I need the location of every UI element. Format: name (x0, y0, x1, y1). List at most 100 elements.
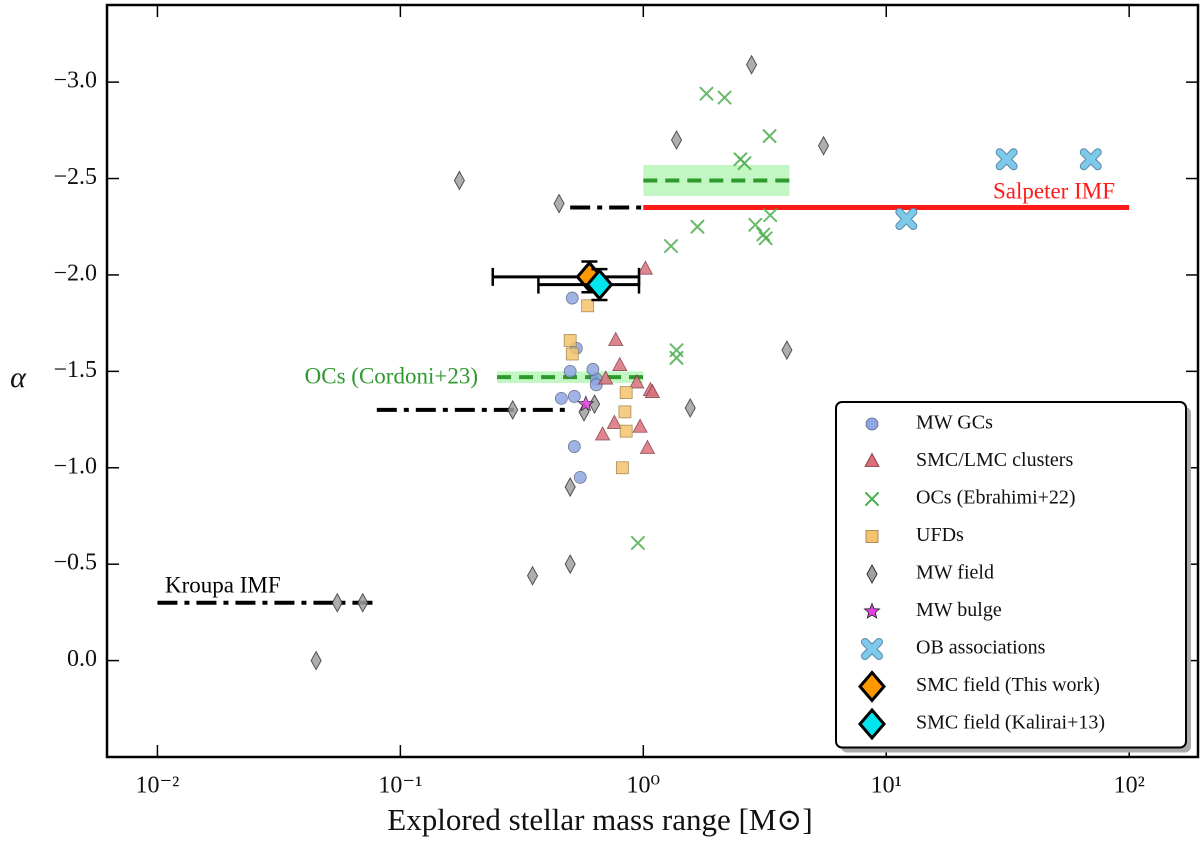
legend-item: UFDs (865, 524, 964, 546)
point (598, 370, 614, 385)
legend-item: SMC field (This work) (858, 670, 1100, 703)
legend-marker (858, 670, 886, 703)
legend-item: MW GCs (865, 412, 993, 434)
point (619, 424, 633, 438)
marker-stroke (996, 149, 1017, 170)
legend-marker (865, 530, 879, 543)
marker-stroke (762, 129, 777, 144)
point (637, 260, 654, 275)
point (629, 374, 645, 389)
plot-frame (105, 3, 1200, 759)
reference-label: Kroupa IMF (165, 572, 281, 597)
point (564, 477, 576, 498)
y-tick-label: 0.0 (67, 646, 97, 672)
point (615, 461, 629, 475)
y-tick-label: −1.0 (53, 453, 97, 479)
legend-label: SMC field (Kalirai+13) (916, 712, 1105, 734)
y-tick-label: −2.5 (53, 164, 97, 190)
point (577, 395, 595, 412)
point (669, 350, 684, 365)
point (763, 208, 778, 223)
point (563, 334, 577, 347)
point (310, 650, 322, 671)
y-axis-label: α (10, 361, 27, 394)
legend-label: MW field (916, 562, 994, 584)
legend-label: SMC field (This work) (916, 674, 1100, 696)
point (895, 208, 918, 231)
x-tick-label: 10² (1114, 773, 1145, 799)
point (995, 148, 1018, 171)
legend-label: MW GCs (916, 412, 993, 434)
legend-item: MW field (866, 562, 994, 585)
legend-marker (866, 563, 878, 585)
point (563, 364, 577, 378)
y-tick-label: −0.5 (53, 550, 97, 576)
legend-item: OB associations (861, 637, 1046, 660)
marker-stroke (717, 90, 732, 105)
legend-item: SMC field (Kalirai+13) (858, 707, 1105, 741)
marker-stroke (663, 239, 678, 254)
point (594, 426, 611, 441)
legend-marker (864, 452, 880, 467)
point (699, 86, 714, 101)
point (684, 397, 696, 419)
legend-marker (865, 492, 879, 506)
x-tick-label: 10⁰ (626, 773, 660, 799)
y-tick-label: −1.5 (53, 357, 97, 383)
x-tick-label: 10⁻¹ (378, 773, 422, 799)
point (644, 383, 661, 398)
point (565, 291, 579, 305)
point (663, 239, 678, 254)
point (745, 54, 758, 75)
point (717, 90, 732, 105)
y-tick-label: −3.0 (53, 68, 97, 94)
point (554, 391, 568, 405)
point (781, 340, 793, 361)
reference-label: OCs (Cordoni+23) (305, 363, 478, 388)
marker-stroke (896, 209, 917, 230)
legend-label: MW bulge (916, 599, 1002, 621)
legend-marker (858, 707, 886, 741)
point (630, 535, 645, 550)
reference-label: Salpeter IMF (993, 178, 1115, 203)
y-tick-label: −2.0 (53, 260, 97, 286)
legend-box (835, 401, 1187, 749)
point (639, 439, 656, 454)
marker-stroke (758, 231, 773, 246)
point (581, 299, 595, 313)
point (453, 170, 465, 191)
point (588, 394, 601, 415)
point (573, 471, 587, 484)
point (526, 565, 539, 586)
point (585, 268, 614, 301)
legend-item: OCs (Ebrahimi+22) (865, 487, 1076, 509)
marker-stroke (865, 492, 879, 506)
point (670, 129, 683, 151)
point (748, 217, 763, 232)
legend-item: SMC/LMC clusters (864, 449, 1073, 471)
point (331, 592, 343, 613)
legend-label: SMC/LMC clusters (916, 449, 1073, 471)
point (619, 386, 633, 399)
marker-stroke (699, 86, 714, 101)
legend-label: OCs (Ebrahimi+22) (916, 487, 1076, 509)
marker-stroke (862, 639, 882, 659)
legend-marker (863, 602, 881, 619)
point (690, 219, 705, 234)
marker-stroke (669, 350, 684, 365)
point (553, 193, 565, 214)
x-tick-label: 10¹ (871, 773, 902, 799)
x-axis-label: Explored stellar mass range [M⊙] (387, 802, 812, 837)
marker-stroke (737, 156, 752, 171)
marker-stroke (763, 208, 778, 223)
point (632, 418, 648, 433)
marker-stroke (630, 535, 645, 550)
point (612, 356, 628, 371)
point (737, 156, 752, 171)
point (567, 390, 581, 403)
point (817, 135, 830, 156)
point (758, 231, 773, 246)
point (1079, 148, 1102, 171)
